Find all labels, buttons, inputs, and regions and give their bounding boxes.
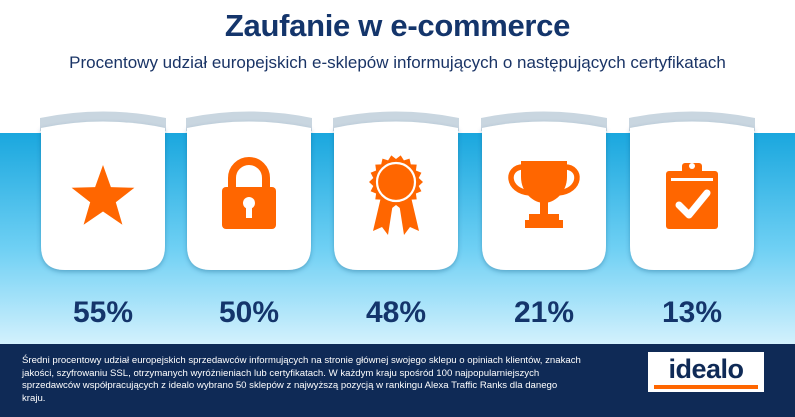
value-label: 50%: [219, 296, 279, 329]
value-label: 48%: [366, 296, 426, 329]
idealo-logo: idealo: [648, 352, 764, 392]
value-label: 55%: [73, 296, 133, 329]
value-label: 13%: [662, 296, 722, 329]
page-subtitle: Procentowy udział europejskich e-sklepów…: [69, 53, 726, 72]
certificate-card: 21%: [481, 111, 607, 329]
rosette-icon: [369, 155, 423, 235]
page-title: Zaufanie w e-commerce: [224, 8, 571, 43]
star-icon: [71, 165, 135, 225]
certificate-chart: 55% 50% 48% 21% 13%: [40, 111, 755, 329]
clipboard-check-icon: [666, 163, 718, 229]
logo-underline: [654, 385, 758, 389]
value-label: 21%: [514, 296, 574, 329]
certificate-card: 13%: [629, 111, 755, 329]
trophy-icon: [508, 161, 580, 228]
certificate-card: 55%: [40, 111, 166, 329]
padlock-icon: [222, 157, 276, 229]
certificate-card: 50%: [186, 111, 312, 329]
certificate-card: 48%: [333, 111, 459, 329]
footnote-text: Średni procentowy udział europejskich sp…: [22, 355, 581, 404]
logo-text: idealo: [668, 354, 744, 384]
